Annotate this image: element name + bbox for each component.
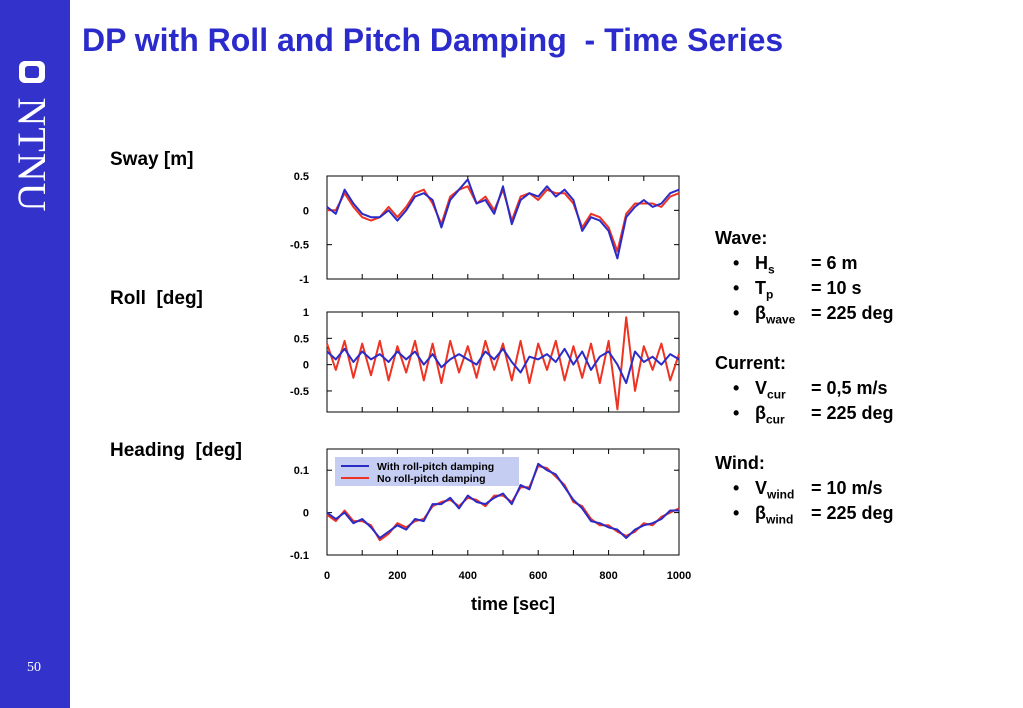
slide-title: DP with Roll and Pitch Damping - Time Se… [82, 22, 784, 58]
x-tick-label: 1000 [667, 570, 691, 582]
roll-y-tick-label: 0.5 [294, 333, 309, 345]
roll-series-no-damping [326, 316, 680, 411]
wind-v-value: = 10 m/s [811, 478, 883, 498]
x-tick-label: 800 [599, 570, 617, 582]
wind-beta-value: = 225 deg [811, 503, 894, 523]
x-axis-label: time [sec] [471, 594, 555, 614]
legend-label-with-damping: With roll-pitch damping [377, 461, 494, 473]
roll-y-tick-label: -0.5 [290, 386, 309, 398]
roll-y-tick-label: 0 [303, 360, 309, 372]
bullet: • [733, 503, 740, 523]
current-v-symbol: Vcur [755, 378, 786, 402]
heading-y-tick-label: -0.1 [290, 550, 309, 562]
roll-panel-label: Roll [deg] [110, 288, 203, 309]
roll-series-with-damping [326, 347, 680, 385]
legend-label-no-damping: No roll-pitch damping [377, 473, 486, 485]
x-tick-label: 400 [459, 570, 477, 582]
sway-y-tick-label: 0 [303, 205, 309, 217]
ntnu-logo-icon [19, 61, 45, 83]
bullet: • [733, 278, 740, 298]
sway-y-tick-label: -0.5 [290, 240, 309, 252]
wind-heading: Wind: [715, 453, 765, 473]
wave-beta-value: = 225 deg [811, 303, 894, 323]
ntnu-logo-inner [25, 66, 39, 78]
wave-hs-symbol: Hs [755, 253, 775, 277]
heading-y-tick-label: 0.1 [294, 465, 309, 477]
heading-panel-label: Heading [deg] [110, 440, 242, 461]
heading-y-tick-label: 0 [303, 508, 309, 520]
sway-y-tick-label: -1 [299, 274, 309, 286]
roll-y-tick-label: 1 [303, 307, 309, 319]
wave-heading: Wave: [715, 228, 768, 248]
x-tick-label: 0 [324, 570, 330, 582]
wave-beta-symbol: βwave [755, 303, 796, 327]
bullet: • [733, 478, 740, 498]
bullet: • [733, 403, 740, 423]
current-beta-symbol: βcur [755, 403, 785, 427]
sway-panel-label: Sway [m] [110, 149, 194, 170]
heading-series-with-damping [326, 462, 679, 539]
legend-box [335, 457, 519, 486]
wind-v-symbol: Vwind [755, 478, 795, 502]
current-v-value: = 0,5 m/s [811, 378, 888, 398]
wave-hs-value: = 6 m [811, 253, 858, 273]
sidebar-divider [68, 0, 70, 708]
current-heading: Current: [715, 353, 786, 373]
wind-beta-symbol: βwind [755, 503, 794, 527]
x-tick-label: 600 [529, 570, 547, 582]
bullet: • [733, 378, 740, 398]
sway-series-with-damping [326, 178, 680, 260]
sway-y-tick-label: 0.5 [294, 171, 309, 183]
ntnu-sidebar: NTNU 50 [0, 0, 68, 708]
bullet: • [733, 253, 740, 273]
page-number: 50 [27, 660, 41, 675]
bullet: • [733, 303, 740, 323]
wave-tp-symbol: Tp [755, 278, 774, 302]
x-tick-label: 200 [388, 570, 406, 582]
current-beta-value: = 225 deg [811, 403, 894, 423]
wave-tp-value: = 10 s [811, 278, 862, 298]
roll-plot-frame [326, 311, 680, 413]
